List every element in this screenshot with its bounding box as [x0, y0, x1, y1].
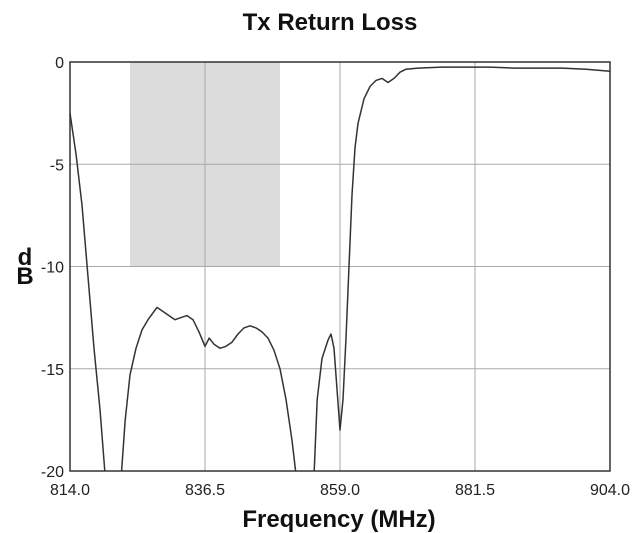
x-axis-title: Frequency (MHz)	[242, 506, 435, 533]
series-line-segment-1	[120, 306, 297, 472]
x-tick-label: 859.0	[320, 482, 360, 499]
y-tick-label: -15	[41, 362, 64, 379]
tick-labels: 814.0 836.5 859.0 881.5 904.0 0 -5 -10 -15 -20	[41, 55, 630, 499]
y-tick-label: -10	[41, 260, 64, 277]
chart-title: Tx Return Loss	[243, 9, 418, 36]
series-line-segment-0	[69, 112, 106, 472]
x-tick-label: 814.0	[50, 482, 90, 499]
series-group	[69, 66, 611, 472]
x-tick-label: 904.0	[590, 482, 630, 499]
x-tick-label: 836.5	[185, 482, 225, 499]
y-tick-label: 0	[55, 55, 64, 72]
y-tick-label: -20	[41, 464, 64, 481]
y-tick-label: -5	[50, 157, 64, 174]
plot-frame	[69, 61, 611, 472]
series-line-segment-2	[313, 66, 611, 472]
x-tick-label: 881.5	[455, 482, 495, 499]
